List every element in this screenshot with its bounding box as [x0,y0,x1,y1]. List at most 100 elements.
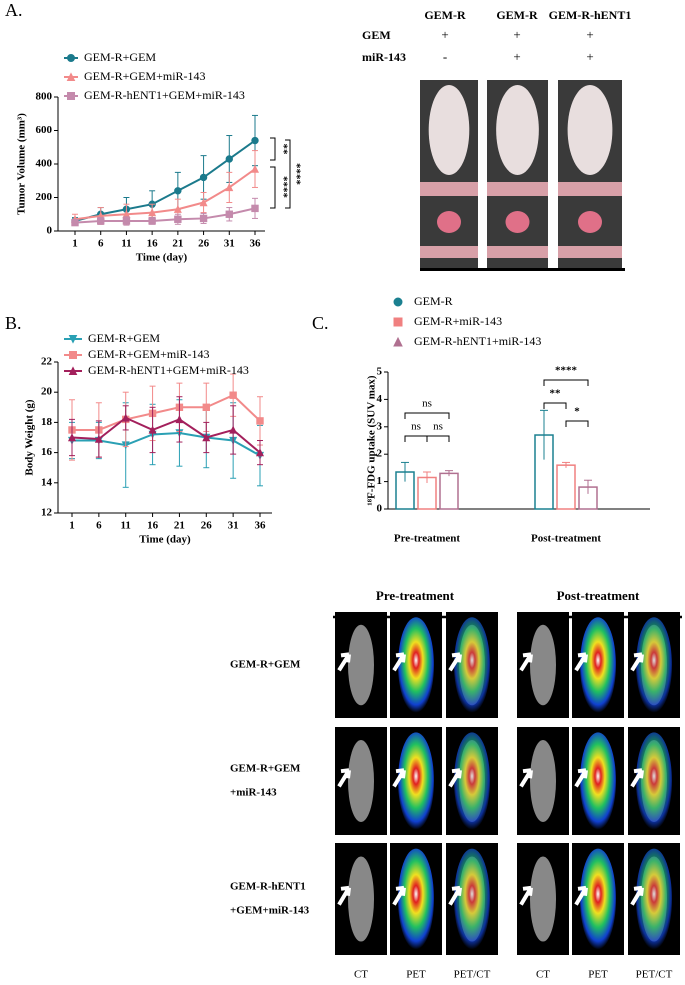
point [122,217,131,225]
arrow [448,652,462,672]
point [229,391,237,399]
legend-label: GEM-R [414,294,453,308]
body-ct [348,856,374,942]
arrow [519,652,533,672]
sig-bracket [270,137,276,161]
point [173,204,182,213]
arrow [574,652,588,672]
x-axis-label: Time (day) [136,252,188,264]
sig-bracket [543,402,567,409]
legend-marker [67,92,75,100]
x-tick-label: 36 [255,520,267,532]
x-axis-label: Time (day) [139,534,191,546]
legend-label: GEM-R+miR-143 [414,314,502,328]
ruler [487,182,548,196]
ruler [487,246,548,258]
arrow [519,885,533,906]
body-ct [348,624,374,706]
bar [556,464,576,510]
mouse [496,85,539,175]
sig-bracket [426,435,450,442]
x-tick-label: 21 [174,520,185,532]
arrow [630,652,644,672]
x-tick-label: 1 [72,238,78,250]
point [256,417,264,425]
point [229,425,238,434]
body-pet [580,732,616,830]
sig-label: ** [550,388,562,400]
arrow [392,885,406,906]
cell: + [513,27,520,42]
legend-label: GEM-R-hENT1+GEM+miR-143 [88,363,249,377]
y-tick-label: 2 [377,448,383,460]
y-tick-label: 0 [377,503,383,515]
series-line [71,416,261,454]
legend-marker [67,54,75,62]
column-label: CT [354,969,368,981]
arrow [448,768,462,788]
series-line [74,168,256,221]
arrow [337,652,351,672]
body-pet [398,617,434,713]
point [148,208,157,217]
sig-bracket [565,420,589,427]
point [199,214,208,223]
sig-bracket [285,139,291,209]
x-tick-label: 11 [121,238,131,250]
row-label: GEM-R+GEM [230,763,301,775]
point [199,198,208,207]
sig-label: ns [422,398,432,410]
y-tick-label: 0 [47,225,53,237]
body-pet [398,848,434,950]
body-pet [454,617,490,713]
legend-marker [66,72,76,81]
sig-label: ** [277,144,289,156]
legend-label: GEM-R+GEM [88,331,160,345]
ruler [558,182,622,196]
point [202,403,210,412]
point [94,434,103,443]
x-tick-label: 31 [228,520,239,532]
mouse [567,85,613,175]
row-label: GEM-R+GEM [230,659,301,671]
arrow [519,768,533,788]
y-tick-label: 200 [36,191,53,203]
point [71,218,79,227]
series-line [72,431,261,457]
panel-label: B. [5,313,22,333]
point [67,433,77,442]
x-tick-label: 21 [172,238,183,250]
sig-label: ns [411,421,421,433]
body-pet [398,732,434,830]
x-tick-label: Post-treatment [531,533,601,545]
cell: + [586,49,593,64]
y-tick-label: 4 [377,393,383,405]
x-tick-label: 16 [147,520,159,532]
y-axis-label: Body Weight (g) [24,399,36,476]
body-pet [580,848,616,950]
body-ct [348,739,374,823]
arrow [337,768,351,788]
column-label: PET [588,969,608,981]
x-tick-label: 31 [224,238,235,250]
x-tick-label: 36 [250,238,262,250]
sig-label: **** [555,365,578,377]
group-header: Pre-treatment [376,588,455,603]
column-header: GEM-R [496,8,538,22]
point [199,173,208,182]
tumor [505,211,530,233]
x-tick-label: 6 [98,238,104,250]
x-tick-label: 1 [69,520,75,532]
legend-label: GEM-R-hENT1+miR-143 [414,334,541,348]
y-tick-label: 20 [41,386,53,398]
legend-label: GEM-R-hENT1+GEM+miR-143 [84,88,245,102]
y-axis-label: Tumor Volume (mm³) [16,113,28,215]
scale-bar [420,268,625,271]
x-tick-label: 6 [96,520,102,532]
body-ct [530,739,556,823]
ruler [420,182,478,196]
sig-label: ns [433,421,443,433]
row-label: +miR-143 [230,787,277,799]
column-header: GEM-R-hENT1 [549,8,632,22]
